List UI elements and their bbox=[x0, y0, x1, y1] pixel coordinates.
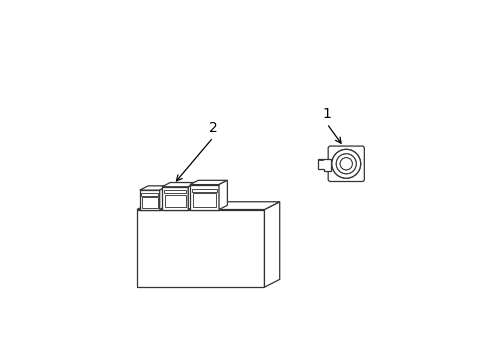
Polygon shape bbox=[164, 195, 185, 207]
Polygon shape bbox=[192, 193, 216, 207]
Circle shape bbox=[331, 149, 360, 178]
Polygon shape bbox=[162, 183, 196, 187]
Text: 2: 2 bbox=[208, 121, 217, 135]
Polygon shape bbox=[219, 180, 227, 210]
Polygon shape bbox=[140, 186, 168, 190]
Polygon shape bbox=[189, 185, 219, 210]
Circle shape bbox=[331, 149, 360, 178]
Circle shape bbox=[340, 158, 352, 170]
Polygon shape bbox=[188, 183, 196, 210]
Polygon shape bbox=[192, 189, 216, 192]
Polygon shape bbox=[160, 186, 168, 210]
Circle shape bbox=[336, 154, 355, 174]
Polygon shape bbox=[137, 210, 264, 287]
FancyBboxPatch shape bbox=[327, 146, 364, 181]
Polygon shape bbox=[318, 159, 330, 171]
Polygon shape bbox=[163, 190, 186, 193]
Circle shape bbox=[336, 154, 355, 174]
Polygon shape bbox=[162, 187, 188, 210]
Polygon shape bbox=[189, 180, 227, 185]
Polygon shape bbox=[264, 202, 279, 287]
Polygon shape bbox=[142, 197, 157, 208]
Polygon shape bbox=[140, 190, 160, 210]
Circle shape bbox=[340, 158, 352, 170]
Text: 1: 1 bbox=[322, 107, 330, 121]
Polygon shape bbox=[141, 193, 158, 195]
Polygon shape bbox=[137, 202, 279, 210]
